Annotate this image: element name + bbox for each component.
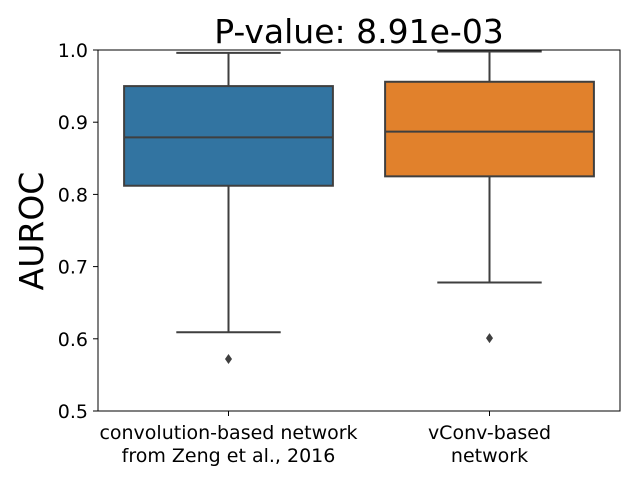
box-group-2	[384, 50, 595, 344]
y-tick-label: 0.8	[58, 184, 88, 206]
plot-frame	[97, 49, 621, 412]
box-iqr	[123, 85, 334, 187]
x-tick-label: vConv-based network	[428, 422, 551, 467]
chart-title: P-value: 8.91e-03	[214, 12, 504, 51]
x-tick-label-line: from Zeng et al., 2016	[122, 445, 336, 467]
y-tick-label: 0.7	[58, 257, 88, 279]
box-group-1	[123, 51, 334, 365]
box-iqr	[384, 80, 595, 178]
y-axis-label: AUROC	[12, 172, 51, 291]
outlier-point	[225, 354, 232, 365]
x-tick-label-line: vConv-based	[428, 422, 551, 444]
x-tick-label-line: network	[451, 445, 528, 467]
y-tick-label: 0.6	[58, 329, 88, 351]
x-tick-label: convolution-based network from Zeng et al…	[99, 422, 357, 467]
y-tick-label: 1.0	[58, 40, 88, 62]
outlier-point	[486, 333, 493, 344]
y-tick-label: 0.9	[58, 112, 88, 134]
y-tick-label: 0.5	[58, 401, 88, 423]
x-tick-label-line: convolution-based network	[99, 422, 357, 444]
